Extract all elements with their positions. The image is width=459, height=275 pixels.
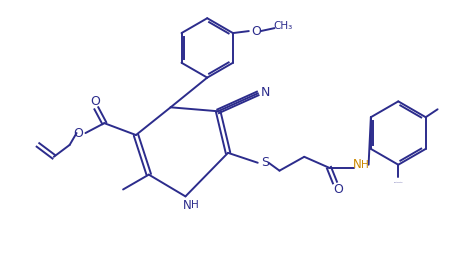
Text: O: O <box>250 24 260 38</box>
Text: O: O <box>73 126 83 139</box>
Text: H: H <box>360 160 368 170</box>
Text: N: N <box>260 86 270 99</box>
Text: S: S <box>260 156 268 169</box>
Text: N: N <box>353 158 361 171</box>
Text: O: O <box>332 183 342 196</box>
Text: H: H <box>191 200 199 210</box>
Text: N: N <box>183 199 191 212</box>
Text: methyl stub: methyl stub <box>393 182 402 183</box>
Text: O: O <box>90 95 100 108</box>
Text: CH₃: CH₃ <box>273 21 292 31</box>
